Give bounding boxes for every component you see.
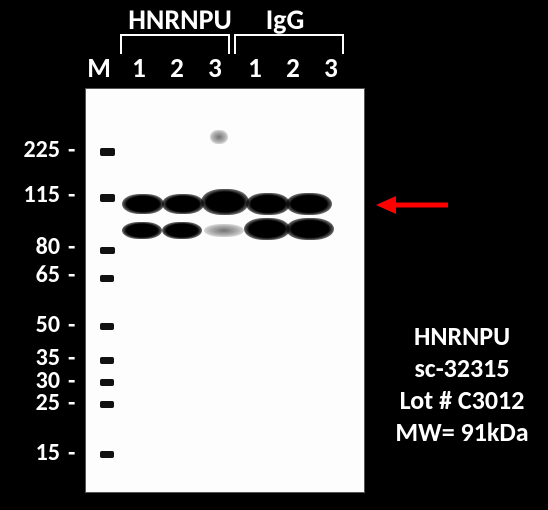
mw-label: 225: [0, 135, 60, 164]
lane-label: 1: [124, 52, 154, 85]
lane-label: 3: [316, 52, 346, 85]
group-label-hnrnpu: HNRNPU: [115, 2, 245, 37]
lane-label: M: [84, 52, 114, 85]
protein-band: [286, 218, 334, 240]
lane-label: 2: [278, 52, 308, 85]
protein-band: [162, 194, 204, 214]
protein-band: [244, 218, 290, 240]
mw-dash: -: [68, 135, 75, 164]
info-line: MW= 91kDa: [382, 416, 542, 448]
group-label-igg: IgG: [240, 2, 330, 37]
marker-tick: [100, 148, 115, 156]
mw-dash: -: [68, 438, 75, 467]
marker-tick: [100, 451, 114, 458]
protein-band: [122, 194, 164, 214]
info-line: Lot # C3012: [382, 384, 542, 416]
marker-tick: [100, 401, 114, 408]
protein-band: [122, 222, 162, 239]
marker-tick: [100, 275, 114, 282]
group-bracket-igg: [234, 34, 344, 54]
marker-tick: [100, 247, 115, 254]
mw-dash: -: [68, 232, 75, 261]
mw-label: 115: [0, 180, 60, 209]
marker-tick: [100, 357, 114, 364]
marker-tick: [100, 379, 114, 386]
protein-band: [204, 224, 244, 237]
mw-dash: -: [68, 260, 75, 289]
mw-label: 50: [0, 310, 60, 339]
protein-band: [162, 222, 202, 239]
group-bracket-hnrnpu: [120, 34, 230, 54]
protein-band: [246, 193, 290, 215]
western-blot-image: [85, 88, 365, 493]
target-band-arrow: [376, 196, 448, 219]
mw-label: 80: [0, 232, 60, 261]
lane-label: 1: [240, 52, 270, 85]
info-line: HNRNPU: [382, 320, 542, 352]
marker-tick: [100, 323, 114, 330]
arrow-icon: [376, 196, 448, 214]
mw-label: 25: [0, 388, 60, 417]
protein-band: [286, 193, 332, 215]
mw-label: 15: [0, 438, 60, 467]
mw-label: 65: [0, 260, 60, 289]
marker-tick: [100, 194, 115, 202]
info-line: sc-32315: [382, 352, 542, 384]
protein-band: [210, 130, 228, 144]
lane-label: 3: [200, 52, 230, 85]
protein-band: [201, 189, 249, 215]
mw-dash: -: [68, 310, 75, 339]
figure-root: HNRNPU IgG M123123 225-115-80-65-50-35-3…: [0, 0, 548, 510]
lane-label: 2: [162, 52, 192, 85]
mw-dash: -: [68, 180, 75, 209]
mw-dash: -: [68, 388, 75, 417]
